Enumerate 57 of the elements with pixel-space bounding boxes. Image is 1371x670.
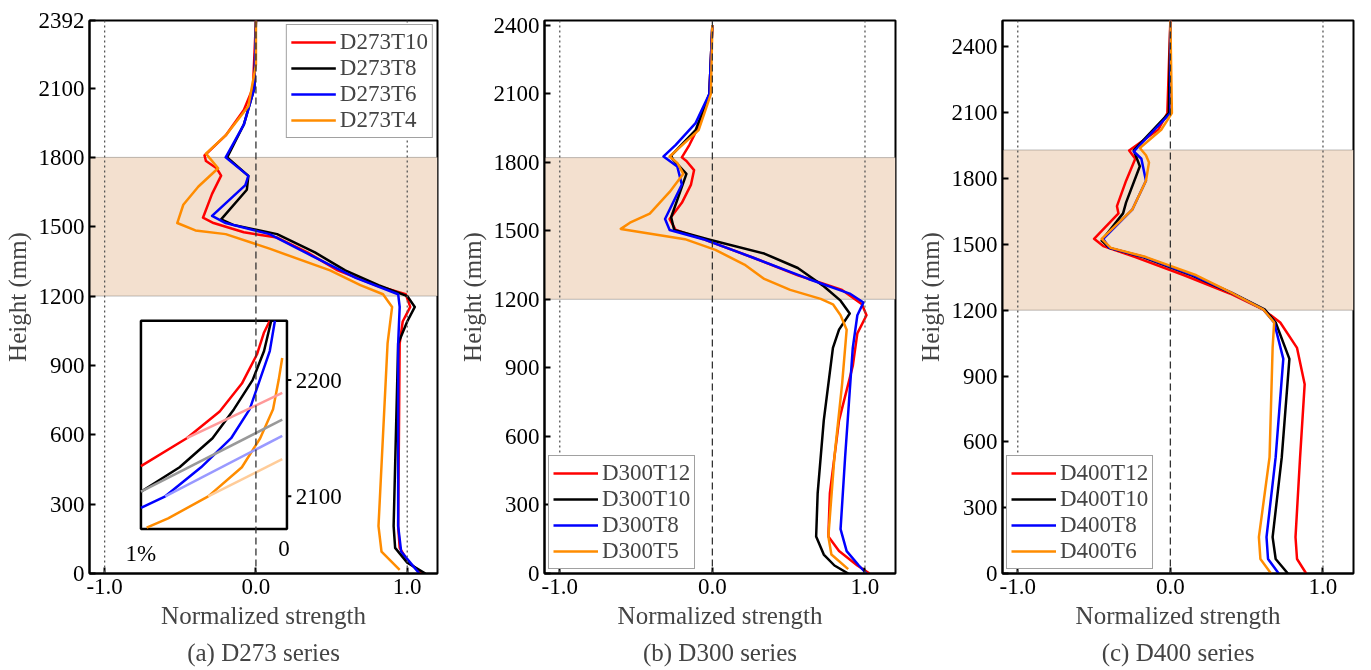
legend-label: D273T10 [339, 29, 428, 55]
y-tick-label: 2392 [38, 8, 85, 33]
legend-label: D400T10 [1060, 486, 1149, 512]
x-tick-label: 0.0 [697, 573, 727, 599]
y-tick-label: 1200 [38, 283, 85, 309]
legend-label: D300T8 [602, 512, 679, 538]
text: (c) D400 series [1101, 638, 1255, 667]
y-axis-title: Height (mm) [916, 232, 945, 362]
y-tick-label: 1800 [493, 149, 540, 175]
y-tick-label: 900 [505, 355, 540, 381]
y-tick-label: 2400 [951, 34, 998, 60]
legend-label: D273T6 [339, 81, 417, 107]
legend-label: D273T8 [339, 55, 417, 81]
x-tick-label: 1.0 [392, 573, 422, 599]
x-tick-label: -1.0 [541, 573, 578, 599]
x-tick-label: 1.0 [1308, 573, 1338, 599]
x-axis-title: Normalized strength [617, 601, 823, 629]
x-tick-label: 1% [125, 541, 157, 567]
y-tick-label: 2100 [951, 100, 998, 126]
text: (b) D300 series [642, 638, 798, 667]
text: (a) D273 series [187, 638, 340, 667]
y-tick-label: 2100 [295, 483, 342, 509]
legend-label: D300T10 [602, 486, 691, 512]
y-tick-label: 300 [50, 491, 85, 517]
y-tick-label: 1500 [951, 231, 998, 257]
y-tick-label: 600 [50, 422, 85, 448]
y-tick-label: 2100 [493, 81, 540, 107]
legend-label: D273T4 [339, 107, 417, 133]
x-tick-label: 1.0 [850, 573, 880, 599]
y-tick-label: 1800 [951, 166, 998, 191]
x-tick-label: -1.0 [999, 573, 1036, 599]
legend-label: D400T8 [1060, 512, 1137, 538]
y-tick-label: 1200 [951, 297, 998, 323]
y-tick-label: 1800 [38, 144, 85, 170]
y-tick-label: 300 [963, 495, 998, 521]
y-tick-label: 900 [50, 352, 85, 378]
y-axis-title: Height (mm) [3, 232, 32, 362]
y-tick-label: 1200 [493, 286, 540, 312]
legend-label: D400T6 [1060, 538, 1137, 564]
y-tick-label: 300 [505, 492, 540, 518]
y-tick-label: 600 [505, 423, 540, 449]
legend-label: D300T5 [602, 538, 679, 564]
y-tick-label: 2100 [38, 75, 85, 101]
x-tick-label: 0.0 [1155, 573, 1185, 599]
y-tick-label: 900 [963, 363, 998, 389]
legend-label: D400T12 [1060, 460, 1149, 486]
y-tick-label: 2200 [295, 367, 342, 393]
y-tick-label: 1500 [493, 218, 540, 244]
x-tick-label: 0.0 [241, 573, 271, 599]
y-axis-title: Height (mm) [458, 232, 487, 362]
x-axis-title: Normalized strength [1075, 601, 1281, 629]
x-axis-title: Normalized strength [161, 601, 367, 629]
y-tick-label: 600 [963, 429, 998, 455]
y-tick-label: 1500 [38, 214, 85, 240]
y-tick-label: 2400 [493, 12, 540, 38]
legend-label: D300T12 [602, 460, 691, 486]
x-tick-label: -1.0 [86, 573, 123, 599]
